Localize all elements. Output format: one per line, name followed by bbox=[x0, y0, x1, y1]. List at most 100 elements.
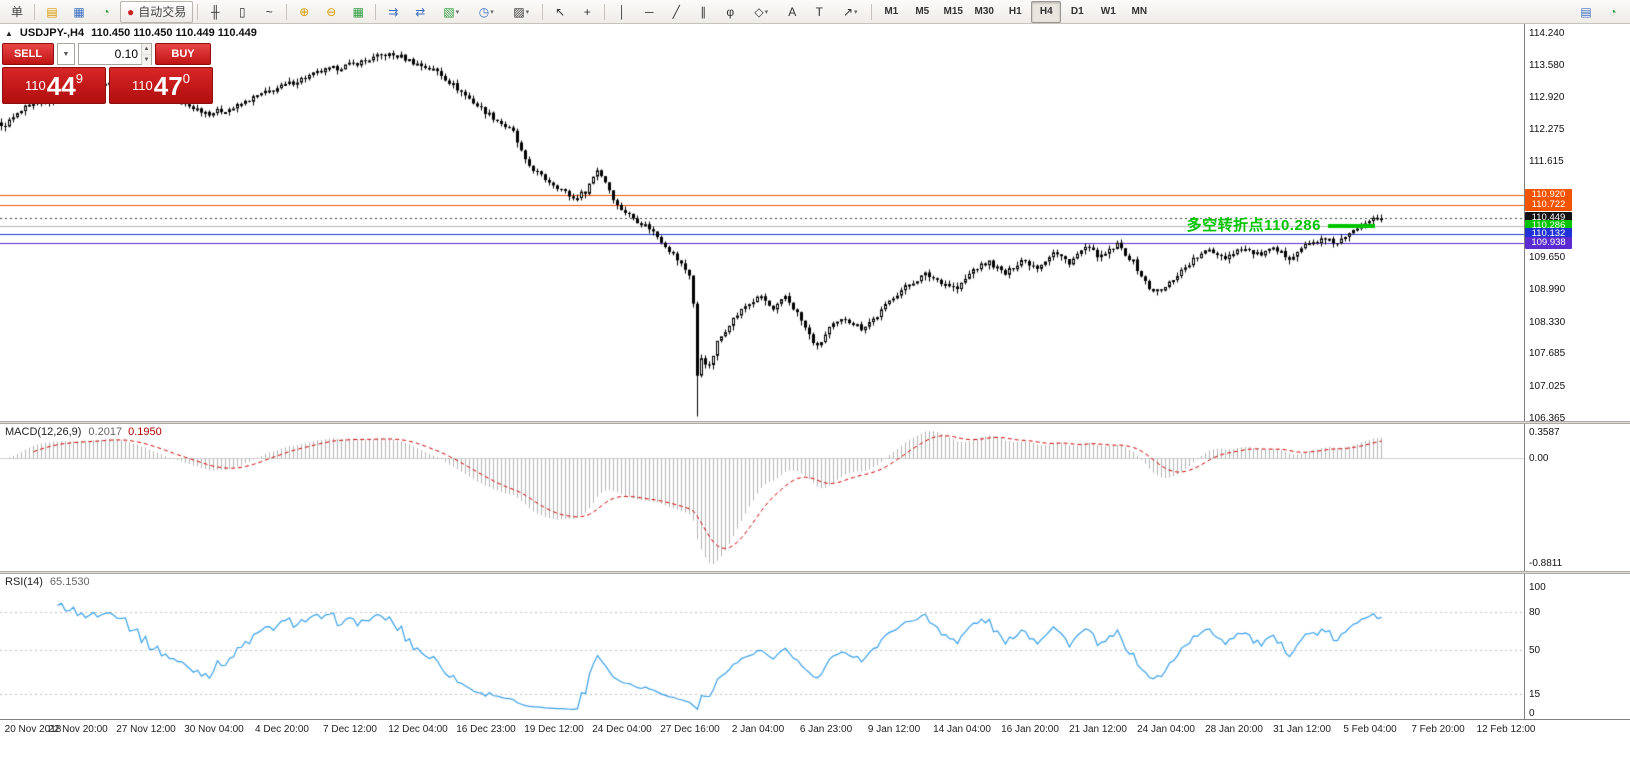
rsi-panel: RSI(14) 65.1530 bbox=[0, 574, 1524, 719]
period-dropdown[interactable]: ◷ ▾ bbox=[478, 4, 494, 19]
buy-button[interactable]: BUY bbox=[155, 43, 211, 65]
one-click-collapse-icon[interactable]: ▲ bbox=[5, 28, 13, 38]
time-axis-label: 22 Nov 20:00 bbox=[48, 724, 108, 735]
time-axis-label: 21 Jan 12:00 bbox=[1069, 724, 1127, 735]
price-axis-tick: 106.365 bbox=[1529, 412, 1566, 424]
toolbar: 单 ▤ ▦ ◔ ● 自动交易 ╫ ▯ ~ ⊕ ⊖ ▦ ⇉ ⇄ ▧ ▾ ◷ ▾ ▨ ▾ … bbox=[0, 0, 1630, 24]
zoom-in-button[interactable]: ⊕ bbox=[299, 4, 310, 19]
crosshair-icon[interactable]: + bbox=[583, 4, 591, 19]
cursor-icon[interactable]: ↖ bbox=[555, 4, 566, 19]
auto-scroll-icon[interactable]: ⇉ bbox=[388, 4, 399, 19]
sell-price-big-figure: 110 bbox=[25, 78, 46, 93]
order-menu-button[interactable]: 单 bbox=[10, 5, 23, 19]
price-axis-tick: 114.240 bbox=[1529, 27, 1565, 39]
timeframe-m15[interactable]: M15 bbox=[943, 6, 963, 17]
macd-panel: MACD(12,26,9) 0.2017 0.1950 bbox=[0, 424, 1524, 571]
text-label-tool[interactable]: T bbox=[815, 4, 823, 19]
line-chart-icon[interactable]: ~ bbox=[265, 4, 273, 19]
rsi-axis-tick: 100 bbox=[1529, 582, 1546, 593]
vertical-line-tool[interactable]: │ bbox=[618, 4, 627, 19]
timeframe-m30[interactable]: M30 bbox=[974, 6, 994, 17]
chevron-down-icon: ▾ bbox=[455, 8, 460, 16]
time-axis-label: 31 Jan 12:00 bbox=[1273, 724, 1331, 735]
chevron-down-icon: ▾ bbox=[854, 8, 858, 16]
new-order-icon[interactable]: ▤ bbox=[46, 4, 58, 19]
timeframe-d1[interactable]: D1 bbox=[1070, 6, 1084, 17]
channel-tool[interactable]: ∥ bbox=[700, 4, 707, 19]
auto-trading-button[interactable]: ● 自动交易 bbox=[120, 0, 194, 23]
price-tag[interactable]: 109.938 bbox=[1525, 237, 1572, 250]
chart-column: ▲ USDJPY-,H4 110.450 110.450 110.449 110… bbox=[0, 24, 1524, 719]
candlestick-icon[interactable]: ▯ bbox=[238, 4, 246, 19]
price-tag[interactable]: 110.920 bbox=[1525, 189, 1572, 202]
rsi-axis-tick: 0 bbox=[1529, 708, 1535, 719]
tile-windows-icon[interactable]: ▦ bbox=[352, 4, 364, 19]
price-axis-tick: 113.580 bbox=[1529, 60, 1565, 72]
buy-price-fraction: 0 bbox=[182, 71, 190, 86]
rsi-axis-tick: 15 bbox=[1529, 689, 1541, 701]
charts-icon[interactable]: ▦ bbox=[73, 4, 85, 19]
price-tag[interactable]: 110.722 bbox=[1525, 198, 1572, 211]
new-chart-dropdown[interactable]: ▧ ▾ bbox=[443, 4, 460, 19]
time-axis[interactable]: 20 Nov 2018 22 Nov 20:00 27 Nov 12:00 30 No… bbox=[0, 719, 1630, 743]
text-tool[interactable]: A bbox=[788, 4, 797, 19]
panel-separator[interactable] bbox=[0, 571, 1630, 574]
chart-title: ▲ USDJPY-,H4 110.450 110.450 110.449 110… bbox=[5, 27, 257, 39]
shapes-dropdown[interactable]: ◇ ▾ bbox=[754, 4, 769, 19]
template-dropdown[interactable]: ▨ ▾ bbox=[513, 4, 530, 19]
lot-size-control: ▲ ▼ bbox=[78, 43, 152, 65]
zoom-out-button[interactable]: ⊖ bbox=[326, 4, 337, 19]
timeframe-m1[interactable]: M1 bbox=[884, 6, 899, 17]
time-axis-label: 5 Feb 04:00 bbox=[1343, 724, 1397, 735]
lot-dropdown-button[interactable]: ▼ bbox=[57, 43, 75, 65]
price-axis[interactable]: 114.240 113.580 112.920 112.275 111.615 110.9… bbox=[1524, 24, 1630, 719]
sell-price-pips: 44 bbox=[46, 70, 76, 101]
main-chart-panel: ▲ USDJPY-,H4 110.450 110.450 110.449 110… bbox=[0, 24, 1524, 421]
time-axis-label: 16 Dec 23:00 bbox=[456, 724, 516, 735]
main-chart-canvas[interactable] bbox=[0, 24, 1524, 421]
macd-canvas[interactable] bbox=[0, 424, 1524, 571]
chevron-down-icon: ▾ bbox=[764, 8, 769, 16]
chevron-down-icon: ▾ bbox=[490, 8, 494, 16]
timeframe-mn[interactable]: MN bbox=[1131, 6, 1148, 17]
timeframe-w1[interactable]: W1 bbox=[1100, 6, 1116, 17]
macd-axis-zero: 0.00 bbox=[1529, 453, 1549, 465]
pivot-annotation-text[interactable]: 多空转折点110.286 bbox=[1186, 217, 1321, 234]
buy-price-big-figure: 110 bbox=[132, 78, 153, 93]
one-click-trading-panel: SELL ▼ ▲ ▼ BUY 110 44 9 bbox=[2, 43, 213, 104]
time-axis-label: 7 Feb 20:00 bbox=[1411, 724, 1465, 735]
bar-chart-icon[interactable]: ╫ bbox=[211, 4, 220, 19]
rsi-axis-tick: 50 bbox=[1529, 645, 1541, 656]
sell-button[interactable]: SELL bbox=[2, 43, 54, 65]
macd-axis-min: -0.8811 bbox=[1529, 558, 1563, 569]
toolbar-separator bbox=[286, 3, 288, 20]
sell-price-button[interactable]: 110 44 9 bbox=[2, 67, 106, 104]
timeframe-h1[interactable]: H1 bbox=[1008, 6, 1022, 17]
window-icon[interactable]: ▤ bbox=[1580, 4, 1592, 19]
lot-increment-button[interactable]: ▲ bbox=[142, 44, 151, 55]
panel-separator[interactable] bbox=[0, 421, 1630, 424]
chart-shift-icon[interactable]: ⇄ bbox=[415, 4, 426, 19]
profile-icon[interactable]: ◔ bbox=[102, 4, 110, 19]
horizontal-line-tool[interactable]: ─ bbox=[645, 4, 654, 19]
time-axis-label: 24 Jan 04:00 bbox=[1137, 724, 1195, 735]
trendline-tool[interactable]: ╱ bbox=[672, 4, 680, 19]
timeframe-m5[interactable]: M5 bbox=[915, 6, 930, 17]
time-axis-label: 28 Jan 20:00 bbox=[1205, 724, 1263, 735]
price-axis-tick: 111.615 bbox=[1529, 156, 1564, 168]
arrows-dropdown[interactable]: ↗ ▾ bbox=[842, 4, 858, 19]
toolbar-separator bbox=[197, 3, 199, 20]
rsi-canvas[interactable] bbox=[0, 574, 1524, 719]
macd-label: MACD(12,26,9) 0.2017 0.1950 bbox=[5, 426, 162, 438]
lot-size-input[interactable] bbox=[79, 44, 141, 64]
toolbar-separator bbox=[871, 3, 873, 20]
timeframe-h4[interactable]: H4 bbox=[1031, 0, 1062, 23]
lot-decrement-button[interactable]: ▼ bbox=[142, 55, 151, 65]
price-tag[interactable]: 110.132 bbox=[1525, 227, 1572, 240]
fibonacci-tool[interactable]: φ bbox=[726, 4, 735, 19]
rsi-axis-tick: 80 bbox=[1529, 607, 1541, 619]
time-axis-label: 16 Jan 20:00 bbox=[1001, 724, 1059, 735]
help-icon[interactable]: ◔ bbox=[1609, 4, 1617, 19]
buy-price-button[interactable]: 110 47 0 bbox=[109, 67, 213, 104]
